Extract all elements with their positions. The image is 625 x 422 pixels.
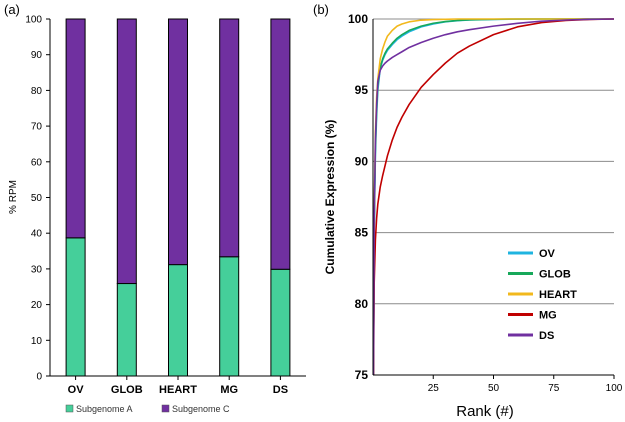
x-tick-label-a: OV (68, 384, 85, 396)
y-tick-label-b: 90 (355, 154, 369, 168)
bar-mg-subgenome-c (219, 18, 240, 258)
bar-ds-subgenome-c (270, 18, 291, 270)
y-axis-label-a: % RPM (8, 180, 19, 214)
y-tick-label-a: 20 (31, 300, 43, 311)
y-tick-label-a: 90 (31, 50, 43, 61)
line-glob (372, 18, 614, 376)
legend-label-b: DS (539, 330, 554, 342)
legend-label-b: MG (539, 310, 557, 322)
cumulative-line-chart: Cumulative Expression (%) Rank (#) 75 80 8… (323, 12, 623, 420)
x-tick-label-a: DS (273, 384, 288, 396)
y-tick-label-a: 30 (31, 264, 43, 275)
bar-ov-subgenome-a (65, 237, 86, 377)
y-tick-label-a: 70 (31, 122, 43, 133)
y-axis-label-b: Cumulative Expression (%) (323, 120, 337, 275)
bar-ov-subgenome-c (65, 18, 86, 239)
x-tick-label-b: 25 (428, 383, 440, 394)
y-tick-label-a: 0 (36, 372, 42, 383)
y-tick-label-a: 50 (31, 193, 43, 204)
panel-label-a: (a) (4, 2, 20, 17)
x-tick-label-a: GLOB (111, 384, 143, 396)
x-tick-label-a: HEART (159, 384, 197, 396)
line-ds (372, 18, 615, 376)
line-heart (372, 18, 614, 376)
bar-mg-subgenome-a (219, 256, 240, 377)
y-tick-label-b: 95 (355, 83, 369, 97)
legend-label-b: OV (539, 248, 556, 260)
legend-b: OV GLOB HEART MG DS (508, 248, 577, 342)
y-tick-label-b: 80 (355, 297, 369, 311)
x-tick-label-b: 100 (606, 383, 623, 394)
legend-swatch-a (65, 404, 74, 413)
y-tick-label-b: 100 (348, 12, 368, 26)
x-tick-label-b: 50 (488, 383, 500, 394)
legend-label-a: Subgenome C (172, 404, 230, 414)
line-ov (372, 18, 614, 376)
legend-label-a: Subgenome A (76, 404, 133, 414)
y-tick-label-a: 100 (25, 15, 42, 26)
panel-label-b: (b) (313, 2, 329, 17)
line-mg (372, 18, 615, 376)
y-tick-label-a: 80 (31, 86, 43, 97)
y-tick-label-a: 40 (31, 229, 43, 240)
bar-glob-subgenome-a (116, 283, 137, 377)
y-tick-label-b: 85 (355, 226, 369, 240)
stacked-bar-chart: % RPM 0 10 20 30 40 50 60 70 80 90 100 OV GLOB HEART M… (8, 15, 306, 414)
y-tick-label-a: 60 (31, 157, 43, 168)
legend-swatch-a (161, 404, 170, 413)
bar-glob-subgenome-c (116, 18, 137, 285)
legend-label-b: GLOB (539, 269, 571, 281)
x-axis-label-b: Rank (#) (456, 403, 514, 420)
bar-heart-subgenome-a (168, 264, 188, 377)
y-tick-label-a: 10 (31, 336, 43, 347)
x-tick-label-a: MG (220, 384, 238, 396)
bar-heart-subgenome-c (168, 18, 188, 266)
legend-label-b: HEART (539, 289, 577, 301)
legend-a: Subgenome A Subgenome C (65, 404, 230, 414)
x-tick-label-b: 75 (548, 383, 560, 394)
bar-ds-subgenome-a (270, 268, 291, 377)
y-tick-label-b: 75 (355, 368, 369, 382)
